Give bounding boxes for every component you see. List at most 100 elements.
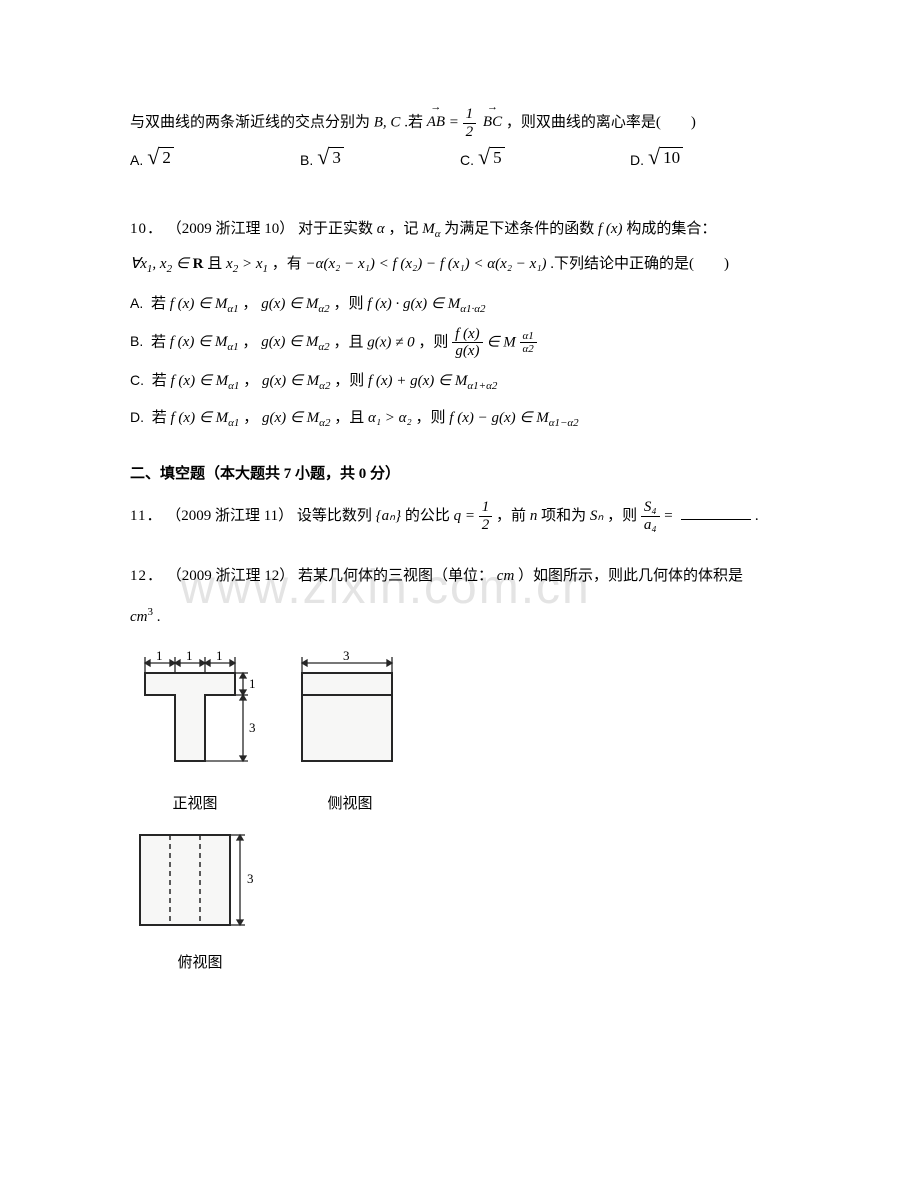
label-b: B. <box>130 333 143 349</box>
side-view-svg: 3 <box>290 648 410 788</box>
q9-bc: B, C <box>374 114 401 130</box>
q12-num: 12． <box>130 568 163 584</box>
q10-M: Mα <box>422 221 440 237</box>
b-g: g(x) ∈ Mα2 <box>261 334 330 350</box>
front-label: 正视图 <box>172 792 217 813</box>
q11-blank <box>681 519 751 520</box>
cm3: cm3 <box>130 609 153 625</box>
top-view-svg: 3 <box>130 827 270 947</box>
sqrt-5: √5 <box>478 146 505 168</box>
c-g: g(x) ∈ Mα2 <box>262 373 331 389</box>
q9-eq: = <box>449 114 463 130</box>
q12-dot: . <box>157 609 161 625</box>
q11-seq: {aₙ} <box>376 508 401 524</box>
b-sub-den: α2 <box>520 343 537 355</box>
d-ruo: 若 <box>152 410 171 426</box>
q10-you: ，有 <box>272 256 306 272</box>
top-dim-3: 3 <box>247 871 254 886</box>
b-in: ∈ M <box>486 334 515 350</box>
b-frac: f (x) g(x) <box>452 326 483 360</box>
front-dim-1a: 1 <box>156 648 163 663</box>
q10-alpha: α <box>377 221 385 237</box>
label-b: B. <box>300 152 313 168</box>
c-res: f (x) + g(x) ∈ Mα1+α2 <box>368 373 497 389</box>
b-qie: ，且 <box>333 334 367 350</box>
q10-opt-a: A. 若 f (x) ∈ Mα1 ， g(x) ∈ Mα2 ，则 f (x) ·… <box>130 289 810 320</box>
q10-stem: 10． （2009 浙江理 10） 对于正实数 α ，记 Mα 为满足下述条件的… <box>130 212 810 283</box>
q10-fx: f (x) <box>598 221 623 237</box>
q11-sn: Sₙ <box>590 508 603 524</box>
side-label: 侧视图 <box>327 792 372 813</box>
q10-gt: x2 > x1 <box>226 256 268 272</box>
front-dim-1c: 1 <box>216 648 223 663</box>
side-dim-3: 3 <box>343 648 350 663</box>
q10-t3: 为满足下述条件的函数 <box>444 221 598 237</box>
q11-q-frac: 1 2 <box>479 499 493 533</box>
top-label: 俯视图 <box>177 951 222 972</box>
q11-tail: . <box>755 508 759 524</box>
a-f: f (x) ∈ Mα1 <box>170 296 239 312</box>
b-frac-den: g(x) <box>452 343 483 360</box>
d-agt: α₁ > α₂ <box>368 410 412 426</box>
q9-choice-d: D. √10 <box>630 146 683 168</box>
q9-mid1: .若 <box>404 114 427 130</box>
label-d: D. <box>130 409 144 425</box>
q9-half-den: 2 <box>463 124 477 141</box>
b-f: f (x) ∈ Mα1 <box>170 334 239 350</box>
q11-qeq: q = <box>454 508 479 524</box>
a-res: f (x) · g(x) ∈ Mα1·α2 <box>367 296 485 312</box>
front-dim-h1: 1 <box>249 676 256 691</box>
q12-stem: 12． （2009 浙江理 12） 若某几何体的三视图（单位： cm ）如图所示… <box>130 559 810 594</box>
q10-src: （2009 浙江理 10） <box>167 221 295 237</box>
c-ze: ，则 <box>334 373 368 389</box>
q12-cm3: cm3 . <box>130 600 810 634</box>
label-c: C. <box>460 152 474 168</box>
q11-num: 11． <box>130 508 162 524</box>
q9-prefix: 与双曲线的两条渐近线的交点分别为 <box>130 114 374 130</box>
front-view-svg: 1 1 1 1 3 <box>130 648 260 788</box>
q9-choices: A. √2 B. √3 C. √5 D. √10 <box>130 146 810 168</box>
q10-t2: ，记 <box>388 221 422 237</box>
q11-n: n <box>530 508 538 524</box>
q9-choice-b: B. √3 <box>300 146 460 168</box>
q10-cond: ∀x1, x2 ∈ R <box>130 256 207 272</box>
q11-t2: 的公比 <box>405 508 454 524</box>
q12-t1: 若某几何体的三视图（单位： <box>298 568 497 584</box>
q11-t1: 设等比数列 <box>297 508 376 524</box>
q10-opt-d: D. 若 f (x) ∈ Mα1 ， g(x) ∈ Mα2 ，且 α₁ > α₂… <box>130 403 810 434</box>
label-d: D. <box>630 152 644 168</box>
q10-tail: .下列结论中正确的是( ) <box>550 256 729 272</box>
q12-cm: cm <box>497 568 515 584</box>
sqrt-10: √10 <box>648 146 683 168</box>
section-2-heading: 二、填空题（本大题共 7 小题，共 0 分） <box>130 462 810 483</box>
b-sub-num: α1 <box>520 330 537 343</box>
c-ruo: 若 <box>152 373 171 389</box>
vec-ab: AB <box>427 106 445 139</box>
q11-src: （2009 浙江理 11） <box>166 508 293 524</box>
vec-bc: BC <box>483 106 502 139</box>
q11-stem: 11． （2009 浙江理 11） 设等比数列 {aₙ} 的公比 q = 1 2… <box>130 499 810 534</box>
front-dim-1b: 1 <box>186 648 193 663</box>
label-c: C. <box>130 372 144 388</box>
q9-half: 1 2 <box>463 106 477 140</box>
sqrt-2: √2 <box>147 146 174 168</box>
q10-opt-b: B. 若 f (x) ∈ Mα1 ， g(x) ∈ Mα2 ，且 g(x) ≠ … <box>130 326 810 360</box>
d-res: f (x) − g(x) ∈ Mα1−α2 <box>449 410 578 426</box>
q11-q-num: 1 <box>479 499 493 517</box>
q10-opt-c: C. 若 f (x) ∈ Mα1 ， g(x) ∈ Mα2 ，则 f (x) +… <box>130 366 810 397</box>
q11-q-den: 2 <box>479 517 493 534</box>
q11-a4: a₄ <box>641 517 660 534</box>
label-a: A. <box>130 295 143 311</box>
c-f: f (x) ∈ Mα1 <box>171 373 240 389</box>
q9-choice-c: C. √5 <box>460 146 630 168</box>
q10-t4: 构成的集合： <box>626 221 716 237</box>
d-ze: ，则 <box>416 410 450 426</box>
a-g: g(x) ∈ Mα2 <box>261 296 330 312</box>
a-c1: ， <box>242 296 261 312</box>
q9-half-num: 1 <box>463 106 477 124</box>
label-a: A. <box>130 152 143 168</box>
b-ruo: 若 <box>151 334 170 350</box>
d-f: f (x) ∈ Mα1 <box>171 410 240 426</box>
a-ruo: 若 <box>151 296 170 312</box>
q11-t3: ，前 <box>496 508 530 524</box>
